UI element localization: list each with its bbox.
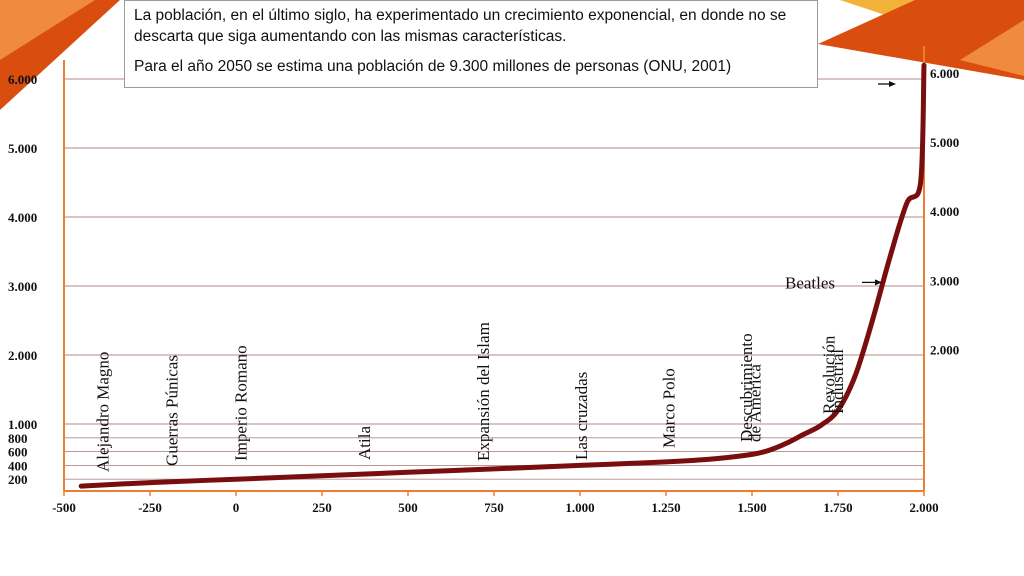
y-right-tick-label: 3.000 — [930, 273, 959, 288]
y-right-tick-label: 4.000 — [930, 204, 959, 219]
event-label: Expansión del Islam — [474, 322, 493, 461]
x-tick-label: 1.000 — [565, 500, 594, 515]
event-label: Descubrimiento — [737, 333, 756, 442]
y-left-tick-label: 600 — [8, 445, 28, 460]
x-tick-label: -250 — [138, 500, 162, 515]
y-left-tick-label: 6.000 — [8, 72, 37, 87]
x-tick-label: 1.500 — [737, 500, 766, 515]
event-label: Guerras Púnicas — [163, 355, 182, 466]
event-label: Industrial — [828, 349, 847, 414]
y-left-tick-label: 400 — [8, 458, 28, 473]
event-label: Marco Polo — [660, 368, 679, 448]
y-left-tick-label: 800 — [8, 431, 28, 446]
gridlines — [64, 78, 924, 480]
axes — [63, 46, 925, 496]
tick-labels: -500 -250 0 250 500 750 1.000 1.250 1.500 1.750 2.… — [8, 66, 959, 515]
x-tick-label: 2.000 — [909, 500, 938, 515]
x-tick-label: 500 — [398, 500, 418, 515]
callout-paragraph-2: Para el año 2050 se estima una población… — [134, 58, 732, 75]
x-tick-label: -500 — [52, 500, 76, 515]
top-arrowhead — [889, 81, 896, 87]
event-label: de América — [746, 364, 765, 442]
event-label: Alejandro Magno — [94, 352, 113, 472]
y-right-tick-label: 2.000 — [930, 343, 959, 358]
y-left-tick-label: 200 — [8, 472, 28, 487]
y-left-tick-label: 3.000 — [8, 279, 37, 294]
beatles-arrowhead — [875, 279, 882, 286]
x-tick-label: 750 — [484, 500, 504, 515]
event-label: Las cruzadas — [572, 372, 591, 460]
population-line — [78, 62, 927, 489]
y-left-tick-label: 5.000 — [8, 141, 37, 156]
event-annotations: Alejandro Magno Guerras Púnicas Imperio Ro… — [94, 81, 896, 472]
x-tick-label: 0 — [233, 500, 240, 515]
callout-box: La población, en el último siglo, ha exp… — [124, 0, 818, 88]
beatles-label: Beatles — [785, 273, 835, 292]
corner-shape-left-light — [0, 0, 95, 60]
x-tick-label: 250 — [312, 500, 332, 515]
callout-paragraph-1: La población, en el último siglo, ha exp… — [134, 7, 787, 45]
y-right-tick-label: 5.000 — [930, 135, 959, 150]
x-tick-label: 1.750 — [823, 500, 852, 515]
series-lines — [78, 62, 927, 489]
x-tick-label: 1.250 — [651, 500, 680, 515]
y-left-tick-label: 1.000 — [8, 417, 37, 432]
decorative-shapes — [0, 0, 1024, 110]
event-label: Atila — [355, 426, 374, 460]
event-label: Revolución — [820, 335, 839, 414]
corner-shape-right-light — [960, 20, 1024, 76]
y-right-tick-label: 6.000 — [930, 66, 959, 81]
y-left-tick-label: 4.000 — [8, 210, 37, 225]
event-label: Imperio Romano — [231, 345, 250, 461]
y-left-tick-label: 2.000 — [8, 348, 37, 363]
